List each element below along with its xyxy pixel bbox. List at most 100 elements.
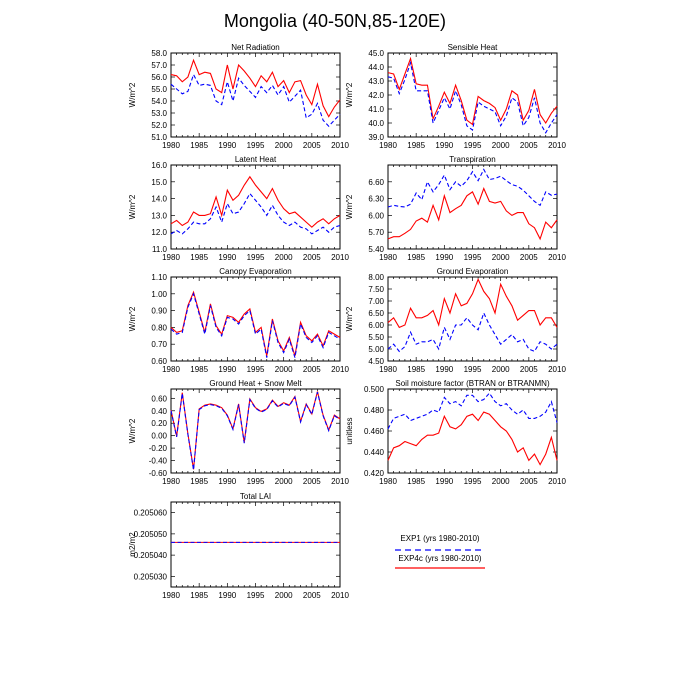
panels: Net Radiation W/m^2 1980 1985 1990 1995 2000 20…: [128, 43, 566, 600]
y-tick-label: 53.0: [151, 109, 167, 118]
y-tick-label: 6.00: [368, 321, 384, 330]
x-tick-label: 2000: [275, 253, 293, 262]
y-tick-label: 41.0: [368, 105, 384, 114]
plot-frame: [170, 276, 341, 362]
x-tick-label: 2010: [331, 477, 349, 486]
series-line-exp1: [170, 391, 341, 470]
y-tick-label: 8.00: [368, 273, 384, 282]
y-tick-label: 0.70: [151, 340, 167, 349]
x-tick-label: 1990: [435, 365, 453, 374]
y-tick-label: 4.50: [368, 357, 384, 366]
y-tick-label: 52.0: [151, 121, 167, 130]
x-tick-label: 2010: [548, 477, 566, 486]
series-line-exp1: [387, 311, 558, 353]
y-tick-label: 6.00: [368, 211, 384, 220]
series-line-exp1: [170, 192, 341, 235]
y-tick-label: 0.205050: [134, 530, 168, 539]
x-tick-label: 2010: [548, 365, 566, 374]
legend: EXP1 (yrs 1980-2010) EXP4c (yrs 1980-201…: [395, 534, 485, 569]
x-tick-label: 1985: [190, 141, 208, 150]
chart-transpiration: Transpiration W/m^2 1980 1985 1990 1995 2000 20…: [345, 155, 566, 262]
x-tick-label: 1995: [247, 365, 265, 374]
x-tick-label: 1980: [162, 141, 180, 150]
series-line-exp4c: [387, 187, 558, 241]
series-line-exp4c: [387, 56, 558, 126]
y-tick-label: 0.60: [151, 394, 167, 403]
y-tick-label: 57.0: [151, 61, 167, 70]
x-tick-label: 1985: [190, 365, 208, 374]
y-tick-label: 43.0: [368, 77, 384, 86]
chart-net-radiation: Net Radiation W/m^2 1980 1985 1990 1995 2000 20…: [128, 43, 349, 150]
x-tick-label: 2010: [548, 141, 566, 150]
plot-frame: [387, 276, 558, 362]
x-tick-label: 1995: [464, 365, 482, 374]
x-tick-label: 2010: [331, 591, 349, 600]
y-tick-label: -0.20: [149, 444, 168, 453]
chart-title: Canopy Evaporation: [219, 267, 292, 276]
legend-label-exp4c: EXP4c (yrs 1980-2010): [398, 554, 481, 563]
x-tick-label: 2000: [275, 141, 293, 150]
x-tick-label: 1995: [464, 141, 482, 150]
y-axis-label: W/m^2: [128, 418, 137, 443]
x-tick-label: 2005: [303, 253, 321, 262]
series-line-exp1: [170, 292, 341, 358]
x-tick-label: 1990: [218, 477, 236, 486]
x-tick-label: 1990: [218, 253, 236, 262]
y-tick-label: 0.205040: [134, 551, 168, 560]
x-tick-label: 1985: [190, 591, 208, 600]
x-tick-label: 1995: [464, 253, 482, 262]
y-tick-label: 54.0: [151, 97, 167, 106]
series-line-exp4c: [387, 278, 558, 329]
x-tick-label: 1990: [435, 141, 453, 150]
x-tick-label: 1985: [407, 141, 425, 150]
series-line-exp1: [170, 73, 341, 128]
chart-title: Total LAI: [240, 492, 271, 501]
y-axis-label: m2/m2: [128, 532, 137, 557]
y-tick-label: 5.00: [368, 345, 384, 354]
x-tick-label: 1985: [190, 253, 208, 262]
y-tick-label: 0.480: [364, 406, 385, 415]
chart-canopy-evaporation: Canopy Evaporation W/m^2 1980 1985 1990 1995 2…: [128, 267, 349, 374]
y-axis-label: W/m^2: [345, 306, 354, 331]
x-tick-label: 1990: [218, 141, 236, 150]
y-axis-label: W/m^2: [345, 194, 354, 219]
x-tick-label: 2005: [520, 253, 538, 262]
x-tick-label: 1980: [379, 253, 397, 262]
series-line-exp1: [387, 60, 558, 134]
chart-title: Net Radiation: [231, 43, 279, 52]
y-tick-label: 1.00: [151, 290, 167, 299]
x-tick-label: 1985: [190, 477, 208, 486]
y-tick-label: 0.460: [364, 427, 385, 436]
chart-sensible-heat: Sensible Heat W/m^2 1980 1985 1990 1995 2000 20…: [345, 43, 566, 150]
legend-label-exp1: EXP1 (yrs 1980-2010): [400, 534, 479, 543]
x-tick-label: 2000: [275, 365, 293, 374]
y-tick-label: 0.500: [364, 385, 385, 394]
y-tick-label: 44.0: [368, 63, 384, 72]
x-tick-label: 1980: [379, 141, 397, 150]
y-tick-label: -0.60: [149, 469, 168, 478]
figure-title: Mongolia (40-50N,85-120E): [224, 11, 446, 31]
y-tick-label: 6.30: [368, 195, 384, 204]
x-tick-label: 1985: [407, 365, 425, 374]
plot-frame: [387, 388, 558, 474]
x-tick-label: 2005: [303, 591, 321, 600]
x-tick-label: 2010: [331, 141, 349, 150]
x-tick-label: 1990: [435, 253, 453, 262]
chart-ground-evaporation: Ground Evaporation W/m^2 1980 1985 1990 1995 2…: [345, 267, 566, 374]
y-tick-label: 7.50: [368, 285, 384, 294]
x-tick-label: 2000: [492, 141, 510, 150]
y-tick-label: 7.00: [368, 297, 384, 306]
x-tick-label: 2005: [303, 141, 321, 150]
chart-total-lai: Total LAI m2/m2 1980 1985 1990 1995 2000 2005 20…: [128, 492, 349, 600]
y-tick-label: 39.0: [368, 133, 384, 142]
chart-ground-heat-snow-melt: Ground Heat + Snow Melt W/m^2 1980 1985 1990…: [128, 379, 349, 486]
x-tick-label: 2000: [275, 591, 293, 600]
chart-title: Sensible Heat: [448, 43, 499, 52]
y-axis-label: unitless: [345, 417, 354, 444]
x-tick-label: 2000: [492, 365, 510, 374]
y-tick-label: 56.0: [151, 73, 167, 82]
x-tick-label: 1980: [162, 591, 180, 600]
series-line-exp4c: [170, 58, 341, 118]
y-axis-label: W/m^2: [345, 82, 354, 107]
